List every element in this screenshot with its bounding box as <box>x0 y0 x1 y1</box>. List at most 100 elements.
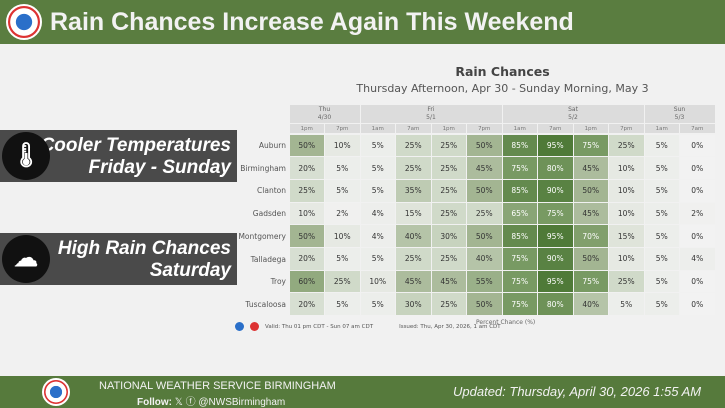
panel-line1: Cooler Temperatures <box>40 135 231 156</box>
time-header: 7pm <box>467 124 502 133</box>
city-label: Gadsden <box>252 209 286 219</box>
rain-chance-cell: 25% <box>396 134 431 157</box>
rain-chance-cell: 85% <box>502 134 537 157</box>
rain-chance-cell: 50% <box>573 179 608 202</box>
rain-chance-cell: 5% <box>360 248 395 270</box>
rain-chances-panel: ☁ High Rain Chances Saturday <box>0 233 237 285</box>
nws-logo <box>6 4 42 40</box>
rain-chance-cell: 75% <box>538 202 573 225</box>
rain-chance-cell: 5% <box>644 248 679 270</box>
rain-chance-cell: 45% <box>573 157 608 179</box>
rain-chance-cell: 75% <box>502 270 537 293</box>
footer-bar: NATIONAL WEATHER SERVICE BIRMINGHAM Foll… <box>0 376 725 408</box>
time-header: 7pm <box>609 124 644 133</box>
rain-chance-cell: 5% <box>644 270 679 293</box>
rain-chance-cell: 50% <box>467 225 502 247</box>
page-title: Rain Chances Increase Again This Weekend <box>50 7 574 36</box>
x-icon[interactable]: 𝕏 <box>174 397 183 408</box>
rain-chance-cell: 60% <box>289 270 324 293</box>
city-label: Montgomery <box>238 231 286 241</box>
rain-chance-cell: 50% <box>289 225 324 247</box>
rain-chance-cell: 5% <box>644 134 679 157</box>
rain-chance-cell: 25% <box>467 202 502 225</box>
rain-chance-cell: 25% <box>431 248 466 270</box>
rain-chance-cell: 10% <box>609 179 644 202</box>
time-header: 1pm <box>431 124 466 133</box>
panel-line1: High Rain Chances <box>57 238 231 259</box>
day-header: Sun 5/3 <box>644 105 715 123</box>
panel-line2: Friday - Sunday <box>88 157 231 178</box>
rain-chance-cell: 0% <box>680 293 715 316</box>
rain-chance-cell: 45% <box>431 270 466 293</box>
time-header: 1pm <box>289 124 324 133</box>
time-header: 1pm <box>573 124 608 133</box>
facebook-icon[interactable]: ⓕ <box>185 397 196 408</box>
rain-chance-cell: 50% <box>467 293 502 316</box>
day-name: Thu <box>318 106 331 113</box>
rain-chance-cell: 25% <box>431 293 466 316</box>
rain-chance-cell: 25% <box>396 157 431 179</box>
chart-title: Rain Chances <box>455 64 550 79</box>
rain-chance-cell: 20% <box>289 293 324 316</box>
rain-chance-cell: 25% <box>609 270 644 293</box>
legend-label: Percent Chance (%) <box>476 319 536 326</box>
rain-chance-cell: 10% <box>325 225 360 247</box>
rain-chance-cell: 5% <box>325 248 360 270</box>
city-label: Clanton <box>257 186 286 196</box>
rain-chance-cell: 45% <box>573 202 608 225</box>
thermometer-icon: 🌡 <box>2 132 50 180</box>
header-bar: Rain Chances Increase Again This Weekend <box>0 0 725 44</box>
day-header: Sat 5/2 <box>502 105 644 123</box>
rain-chance-cell: 25% <box>609 134 644 157</box>
time-header: 7am <box>538 124 573 133</box>
rain-chance-cell: 45% <box>467 157 502 179</box>
day-header: Thu 4/30 <box>289 105 360 123</box>
rain-chance-cell: 25% <box>431 134 466 157</box>
rain-cloud-icon: ☁ <box>2 235 50 283</box>
rain-chance-cell: 0% <box>680 225 715 247</box>
time-header: 7am <box>396 124 431 133</box>
time-header: 1am <box>644 124 679 133</box>
panel-line2: Saturday <box>149 260 231 281</box>
rain-chance-cell: 5% <box>360 179 395 202</box>
rain-chance-cell: 50% <box>467 179 502 202</box>
noaa-icon <box>235 322 244 331</box>
social-handle[interactable]: @NWSBirmingham <box>198 397 286 408</box>
rain-chance-cell: 10% <box>325 134 360 157</box>
follow-line: Follow: 𝕏 ⓕ @NWSBirmingham <box>137 393 285 408</box>
rain-chance-cell: 30% <box>431 225 466 247</box>
rain-chance-cell: 50% <box>467 134 502 157</box>
rain-chance-cell: 30% <box>396 293 431 316</box>
rain-chance-cell: 2% <box>680 202 715 225</box>
rain-chance-cell: 90% <box>538 179 573 202</box>
rain-chance-cell: 45% <box>396 270 431 293</box>
rain-chance-cell: 15% <box>396 202 431 225</box>
rain-chance-cell: 80% <box>538 157 573 179</box>
rain-chance-cell: 65% <box>502 202 537 225</box>
day-name: Sat <box>568 106 578 113</box>
rain-chance-cell: 50% <box>573 248 608 270</box>
time-header: 7am <box>680 124 715 133</box>
rain-chance-cell: 25% <box>396 248 431 270</box>
rain-chance-cell: 40% <box>573 293 608 316</box>
rain-chance-cell: 10% <box>609 202 644 225</box>
issued-text: Issued: Thu, Apr 30, 2026, 1 am CDT <box>399 323 501 330</box>
rain-chance-cell: 75% <box>573 270 608 293</box>
rain-chance-cell: 2% <box>325 202 360 225</box>
rain-chance-cell: 5% <box>360 293 395 316</box>
rain-chance-cell: 25% <box>431 202 466 225</box>
rain-chance-cell: 0% <box>680 134 715 157</box>
city-label: Tuscaloosa <box>245 299 286 309</box>
cooler-temps-panel: 🌡 Cooler Temperatures Friday - Sunday <box>0 130 237 182</box>
day-date: 5/3 <box>674 114 685 121</box>
day-date: 4/30 <box>317 114 332 121</box>
rain-chance-cell: 75% <box>502 248 537 270</box>
rain-chance-cell: 25% <box>431 157 466 179</box>
rain-chance-cell: 15% <box>609 225 644 247</box>
rain-chance-cell: 25% <box>431 179 466 202</box>
rain-chance-cell: 90% <box>538 248 573 270</box>
rain-chance-cell: 55% <box>467 270 502 293</box>
rain-chance-cell: 5% <box>644 157 679 179</box>
updated-time: Updated: Thursday, April 30, 2026 1:55 A… <box>453 384 702 399</box>
city-label: Talladega <box>250 254 286 264</box>
